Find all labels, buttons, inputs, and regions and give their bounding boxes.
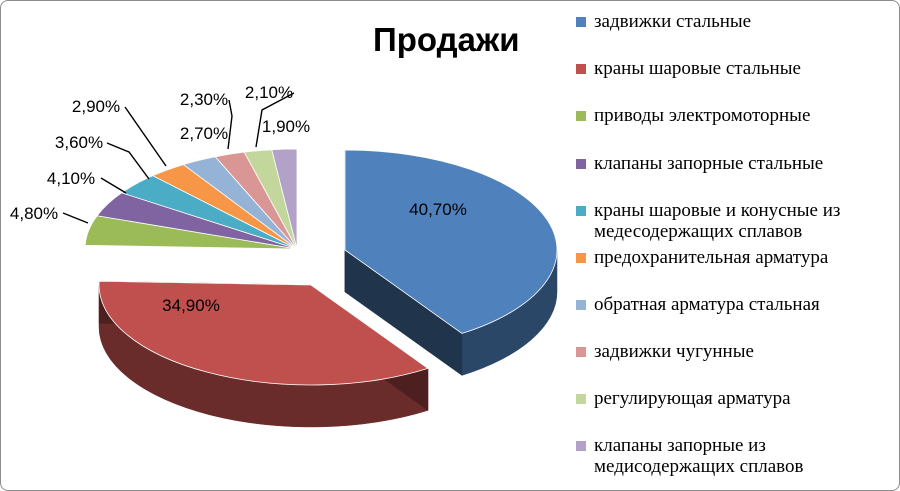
legend-label: клапаны запорные из медисодержащих сплав…: [594, 435, 804, 477]
label-leader-line: [124, 106, 167, 167]
legend-label: задвижки чугунные: [594, 341, 754, 362]
legend-item: краны шаровые и конусные из медесодержащ…: [576, 200, 894, 242]
label-leader-line: [106, 142, 150, 180]
legend-item: клапаны запорные стальные: [576, 153, 894, 174]
legend-item: регулирующая арматура: [576, 388, 894, 409]
pie-slice: [344, 149, 558, 334]
legend-label: приводы электромоторные: [594, 105, 811, 126]
legend-item: обратная арматура стальная: [576, 294, 894, 315]
data-label: 2,70%: [180, 124, 228, 143]
legend: задвижки стальные краны шаровые стальные п…: [576, 1, 896, 490]
legend-item: задвижки стальные: [576, 11, 894, 32]
legend-swatch: [576, 159, 586, 169]
pie-slice: [271, 148, 298, 250]
legend-label: предохранительная арматура: [594, 247, 829, 268]
legend-swatch: [576, 206, 586, 216]
legend-label: задвижки стальные: [594, 11, 752, 32]
label-leader-line: [100, 177, 127, 194]
legend-label: регулирующая арматура: [594, 388, 791, 409]
legend-item: краны шаровые стальные: [576, 58, 894, 79]
legend-swatch: [576, 300, 586, 310]
legend-label: обратная арматура стальная: [594, 294, 820, 315]
data-label: 2,90%: [72, 97, 120, 116]
legend-swatch: [576, 17, 586, 27]
legend-swatch: [576, 394, 586, 404]
legend-item: задвижки чугунные: [576, 341, 894, 362]
legend-item: приводы электромоторные: [576, 105, 894, 126]
label-leader-line: [227, 99, 233, 150]
legend-swatch: [576, 253, 586, 263]
data-label: 4,10%: [47, 169, 95, 188]
data-label: 34,90%: [162, 296, 220, 315]
legend-label: клапаны запорные стальные: [594, 153, 824, 174]
data-label: 4,80%: [10, 204, 58, 223]
legend-label: краны шаровые и конусные из медесодержащ…: [594, 200, 841, 242]
legend-swatch: [576, 64, 586, 74]
pie-slice: [98, 280, 429, 386]
legend-item: предохранительная арматура: [576, 247, 894, 268]
legend-item: клапаны запорные из медисодержащих сплав…: [576, 435, 894, 477]
label-leader-line: [62, 212, 89, 224]
chart-title: Продажи: [373, 21, 520, 58]
data-label: 2,30%: [180, 90, 228, 109]
legend-swatch: [576, 347, 586, 357]
data-label: 40,70%: [409, 200, 467, 219]
data-label: 1,90%: [262, 117, 310, 136]
data-label: 2,10%: [245, 83, 293, 102]
legend-label: краны шаровые стальные: [594, 58, 801, 79]
label-leader-line: [255, 92, 295, 148]
legend-swatch: [576, 111, 586, 121]
legend-swatch: [576, 441, 586, 451]
data-label: 3,60%: [55, 133, 103, 152]
